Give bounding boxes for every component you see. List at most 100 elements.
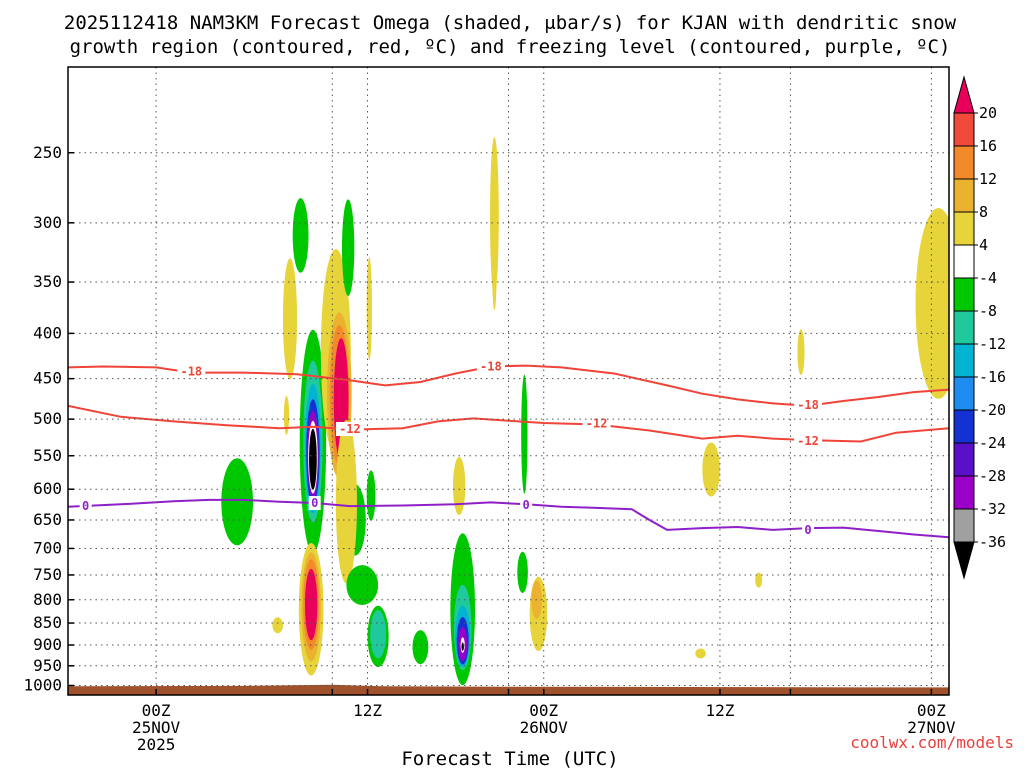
omega-cell-45 (915, 208, 949, 399)
y-tick-label-1000: 1000 (23, 676, 62, 695)
temperature-contours: -18 -18 -18 -12 -12 -12 0 0 0 0 (68, 359, 949, 539)
x-tick-label: 12Z (353, 701, 382, 720)
contour-label-0: 0 (311, 496, 318, 510)
y-tick-label-700: 700 (33, 538, 62, 557)
chart-title-line-1: 2025112418 NAM3KM Forecast Omega (shaded… (64, 12, 957, 34)
x-axis-label: Forecast Time (UTC) (401, 748, 618, 768)
colorbar-label--4: -4 (979, 269, 997, 287)
omega-cell-19 (341, 199, 355, 296)
contour-label-bg (308, 496, 321, 511)
contour-label-0: 0 (804, 523, 811, 537)
y-tick-label-600: 600 (33, 479, 62, 498)
omega-cell-38 (517, 551, 528, 594)
x-tick-label: 2025 (137, 735, 176, 754)
y-tick-label-800: 800 (33, 590, 62, 609)
source-credit: coolwx.com/models (850, 733, 1014, 752)
contour-label--18: -18 (797, 398, 819, 412)
y-tick-label-500: 500 (33, 409, 62, 428)
omega-cell-37 (521, 374, 528, 494)
colorbar-label--20: -20 (979, 401, 1006, 419)
colorbar-min-triangle (953, 541, 975, 580)
x-tick-label: 00Z (529, 701, 558, 720)
colorbar-swatch-5 (953, 244, 975, 279)
contour-label-bg (794, 398, 823, 413)
omega-cell-11 (304, 568, 318, 641)
contour-label-bg (582, 416, 611, 431)
omega-cell-41 (702, 442, 720, 497)
contour-label--18: -18 (180, 365, 202, 379)
x-tick-label: 00Z (142, 701, 171, 720)
colorbar-label--36: -36 (979, 533, 1006, 551)
omega-cell-22 (346, 565, 379, 606)
colorbar-label--32: -32 (979, 500, 1006, 518)
omega-cell-43 (695, 648, 706, 659)
omega-cell-47 (283, 395, 290, 435)
omega-cell-20 (282, 258, 298, 380)
x-tick-label: 12Z (705, 701, 734, 720)
y-tick-label-750: 750 (33, 565, 62, 584)
y-tick-label-900: 900 (33, 635, 62, 654)
y-tick-label-400: 400 (33, 323, 62, 342)
contour-label-bg (335, 421, 364, 436)
y-tick-label-550: 550 (33, 446, 62, 465)
contour-label-bg (794, 433, 823, 448)
omega-cell-7 (309, 428, 317, 490)
contour-label--12: -12 (339, 422, 361, 436)
colorbar-swatch-7 (953, 310, 975, 345)
colorbar-label-4: 4 (979, 236, 988, 254)
chart-title-line-2: growth region (contoured, red, ºC) and f… (70, 36, 951, 58)
colorbar-label-16: 16 (979, 137, 997, 155)
colorbar-label-12: 12 (979, 170, 997, 188)
colorbar-swatch-10 (953, 409, 975, 444)
y-tick-label-250: 250 (33, 143, 62, 162)
colorbar-swatch-13 (953, 508, 975, 543)
colorbar-swatch-8 (953, 343, 975, 378)
colorbar-label--8: -8 (979, 302, 997, 320)
pressure-axis: 250 300 350 400 450 500 550 600 650 700 750 800 850 9… (23, 143, 74, 695)
colorbar-max-triangle (953, 75, 975, 114)
contour-label-0: 0 (523, 498, 530, 512)
y-tick-label-850: 850 (33, 613, 62, 632)
omega-cell-27 (452, 456, 466, 516)
colorbar-swatch-12 (953, 475, 975, 510)
contour-label--12: -12 (797, 434, 819, 448)
colorbar-swatch-4 (953, 211, 975, 246)
contour-label-bg (520, 497, 533, 512)
x-tick-label: 25NOV (132, 718, 181, 737)
y-tick-label-450: 450 (33, 369, 62, 388)
contour-label-bg (476, 359, 505, 374)
omega-cell-18 (292, 198, 309, 273)
plot-frame (67, 66, 950, 696)
colorbar-swatch-3 (953, 178, 975, 213)
colorbar-label-20: 20 (979, 104, 997, 122)
omega-cell-24 (370, 610, 387, 659)
omega-cell-44 (797, 329, 805, 376)
contour-label-bg (802, 522, 815, 537)
colorbar-swatch-6 (953, 277, 975, 312)
omega-cell-0 (221, 458, 254, 546)
x-tick-label: 00Z (917, 701, 946, 720)
omega-shading (221, 137, 949, 686)
contour-label-bg (177, 364, 206, 379)
x-tick-label: 26NOV (520, 718, 569, 737)
colorbar-label--28: -28 (979, 467, 1006, 485)
omega-cell-46 (272, 617, 283, 634)
colorbar-swatch-9 (953, 376, 975, 411)
omega-cell-42 (755, 572, 763, 588)
x-tick-label: 27NOV (907, 718, 956, 737)
omega-cell-35 (489, 137, 499, 296)
y-tick-label-950: 950 (33, 656, 62, 675)
omega-cell-26 (366, 470, 376, 521)
colorbar-swatch-11 (953, 442, 975, 477)
colorbar-swatch-1 (953, 112, 975, 147)
contour-label-bg (79, 499, 92, 514)
contour-label--18: -18 (480, 359, 502, 373)
grid-lines (68, 67, 949, 695)
colorbar-label--12: -12 (979, 335, 1006, 353)
colorbar-swatch-2 (953, 145, 975, 180)
omega-cell-25 (412, 630, 429, 665)
y-tick-label-300: 300 (33, 213, 62, 232)
contour-label--12: -12 (586, 417, 608, 431)
omega-cell-17 (335, 420, 357, 584)
